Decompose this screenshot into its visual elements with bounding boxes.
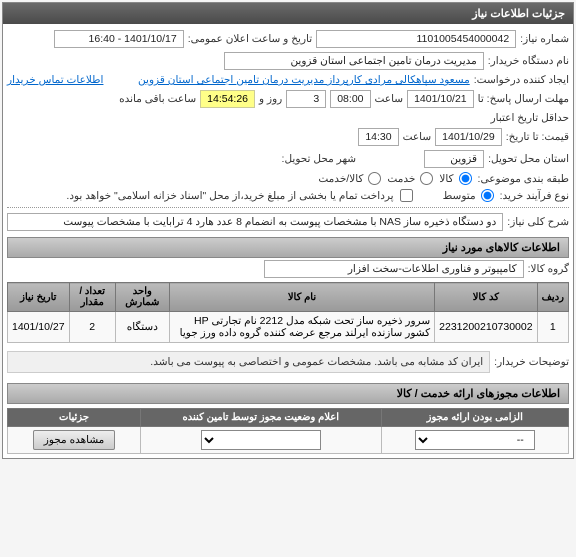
deadline-label: مهلت ارسال پاسخ: تا: [478, 93, 569, 105]
radio-service-label: خدمت: [387, 173, 415, 185]
th-code: کد کالا: [435, 283, 537, 312]
td-lic3: مشاهده مجوز: [8, 427, 141, 454]
th-lic3: جزئیات: [8, 409, 141, 427]
validity-time-label: ساعت: [403, 131, 432, 143]
radio-service[interactable]: [420, 172, 433, 185]
th-lic2: اعلام وضعیت مجوز توسط تامین کننده: [141, 409, 382, 427]
row-buyer-org: نام دستگاه خریدار: مدیریت درمان تامین اج…: [7, 50, 569, 72]
license-header: اطلاعات مجوزهای ارائه خدمت / کالا: [7, 383, 569, 404]
select-lic2[interactable]: [201, 430, 321, 450]
row-summary: شرح کلی نیاز: دو دستگاه ذخیره ساز NAS با…: [7, 211, 569, 233]
province-label: استان محل تحویل:: [488, 153, 569, 165]
row-province: استان محل تحویل: قزوین شهر محل تحویل:: [7, 148, 569, 170]
group-value: کامپیوتر و فناوری اطلاعات-سخت افزار: [264, 260, 524, 278]
radio-mid[interactable]: [481, 189, 494, 202]
view-license-button[interactable]: مشاهده مجوز: [33, 430, 116, 450]
table-header-row: ردیف کد کالا نام کالا واحد شمارش تعداد /…: [8, 283, 569, 312]
radio-both-label: کالا/خدمت: [318, 173, 363, 185]
row-category: طبقه بندی موضوعی: کالا خدمت کالا/خدمت: [7, 170, 569, 187]
td-qty: 2: [69, 312, 115, 343]
td-lic2: [141, 427, 382, 454]
validity-label: حداقل تاریخ اعتبار: [491, 112, 569, 124]
td-code: 2231200210730002: [435, 312, 537, 343]
td-date: 1401/10/27: [8, 312, 70, 343]
city-label: شهر محل تحویل:: [282, 153, 357, 165]
explain-value: ایران کد مشابه می باشد. مشخصات عمومی و ا…: [7, 351, 490, 373]
creator-label: ایجاد کننده درخواست:: [474, 74, 569, 86]
need-number-label: شماره نیاز:: [520, 33, 569, 45]
row-creator: ایجاد کننده درخواست: مسعود سپاهکالی مراد…: [7, 72, 569, 88]
row-explain: توضیحات خریدار: ایران کد مشابه می باشد. …: [7, 349, 569, 375]
items-table: ردیف کد کالا نام کالا واحد شمارش تعداد /…: [7, 282, 569, 343]
province-value: قزوین: [424, 150, 484, 168]
radio-goods-group: کالا: [439, 172, 473, 185]
deadline-days-after: روز و: [259, 93, 282, 105]
validity-date: 1401/10/29: [435, 128, 502, 146]
th-qty: تعداد / مقدار: [69, 283, 115, 312]
th-row: ردیف: [537, 283, 568, 312]
items-header: اطلاعات کالاهای مورد نیاز: [7, 237, 569, 258]
select-lic1[interactable]: --: [415, 430, 535, 450]
main-panel: جزئیات اطلاعات نیاز شماره نیاز: 11010054…: [2, 2, 574, 459]
row-deadline: مهلت ارسال پاسخ: تا 1401/10/21 ساعت 08:0…: [7, 88, 569, 110]
creator-value[interactable]: مسعود سپاهکالی مرادی کارپرداز مدیریت درم…: [138, 74, 470, 86]
contact-link[interactable]: اطلاعات تماس خریدار: [7, 74, 103, 86]
license-header-row: الزامی بودن ارائه مجوز اعلام وضعیت مجوز …: [8, 409, 569, 427]
radio-both-group: کالا/خدمت: [318, 172, 383, 185]
td-row: 1: [537, 312, 568, 343]
announce-label: تاریخ و ساعت اعلان عمومی:: [188, 33, 312, 45]
deadline-date: 1401/10/21: [407, 90, 474, 108]
panel-body: شماره نیاز: 1101005454000042 تاریخ و ساع…: [3, 24, 573, 458]
need-number-value: 1101005454000042: [316, 30, 516, 48]
radio-goods[interactable]: [459, 172, 472, 185]
deadline-days: 3: [286, 90, 326, 108]
td-lic1: --: [381, 427, 568, 454]
radio-goods-label: کالا: [439, 173, 453, 185]
radio-mid-label: متوسط: [443, 190, 476, 202]
th-unit: واحد شمارش: [115, 283, 169, 312]
th-lic1: الزامی بودن ارائه مجوز: [381, 409, 568, 427]
table-row: 1 2231200210730002 سرور ذخیره ساز تحت شب…: [8, 312, 569, 343]
th-name: نام کالا: [169, 283, 434, 312]
announce-value: 1401/10/17 - 16:40: [54, 30, 184, 48]
purchase-label: نوع فرآیند خرید:: [500, 190, 569, 202]
summary-label: شرح کلی نیاز:: [507, 216, 569, 228]
deadline-remain: 14:54:26: [200, 90, 255, 108]
deadline-remain-after: ساعت باقی مانده: [119, 93, 196, 105]
th-date: تاریخ نیاز: [8, 283, 70, 312]
deadline-time: 08:00: [330, 90, 370, 108]
validity-label2: قیمت: تا تاریخ:: [506, 131, 569, 143]
radio-service-group: خدمت: [387, 172, 435, 185]
cat-label: طبقه بندی موضوعی:: [478, 173, 569, 185]
row-group: گروه کالا: کامپیوتر و فناوری اطلاعات-سخت…: [7, 258, 569, 280]
license-row: -- مشاهده مجوز: [8, 427, 569, 454]
validity-time: 14:30: [358, 128, 398, 146]
check-treasury[interactable]: [400, 189, 413, 202]
row-purchase: نوع فرآیند خرید: متوسط پرداخت تمام یا بخ…: [7, 187, 569, 204]
radio-mid-group: متوسط: [443, 189, 496, 202]
row-validity2: قیمت: تا تاریخ: 1401/10/29 ساعت 14:30: [7, 126, 569, 148]
buyer-org-value: مدیریت درمان تامین اجتماعی استان قزوین: [224, 52, 484, 70]
license-table: الزامی بودن ارائه مجوز اعلام وضعیت مجوز …: [7, 408, 569, 454]
row-validity: حداقل تاریخ اعتبار: [7, 110, 569, 126]
purchase-note: پرداخت تمام یا بخشی از مبلغ خرید،از محل …: [66, 190, 393, 202]
deadline-time-label: ساعت: [375, 93, 404, 105]
explain-label: توضیحات خریدار:: [494, 356, 569, 368]
divider: [7, 207, 569, 208]
td-name: سرور ذخیره ساز تحت شبکه مدل 2212 نام تجا…: [169, 312, 434, 343]
buyer-org-label: نام دستگاه خریدار:: [488, 55, 569, 67]
summary-value: دو دستگاه ذخیره ساز NAS با مشخصات پیوست …: [7, 213, 503, 231]
radio-both[interactable]: [368, 172, 381, 185]
row-need-number: شماره نیاز: 1101005454000042 تاریخ و ساع…: [7, 28, 569, 50]
td-unit: دستگاه: [115, 312, 169, 343]
group-label: گروه کالا:: [528, 263, 569, 275]
main-header: جزئیات اطلاعات نیاز: [3, 3, 573, 24]
